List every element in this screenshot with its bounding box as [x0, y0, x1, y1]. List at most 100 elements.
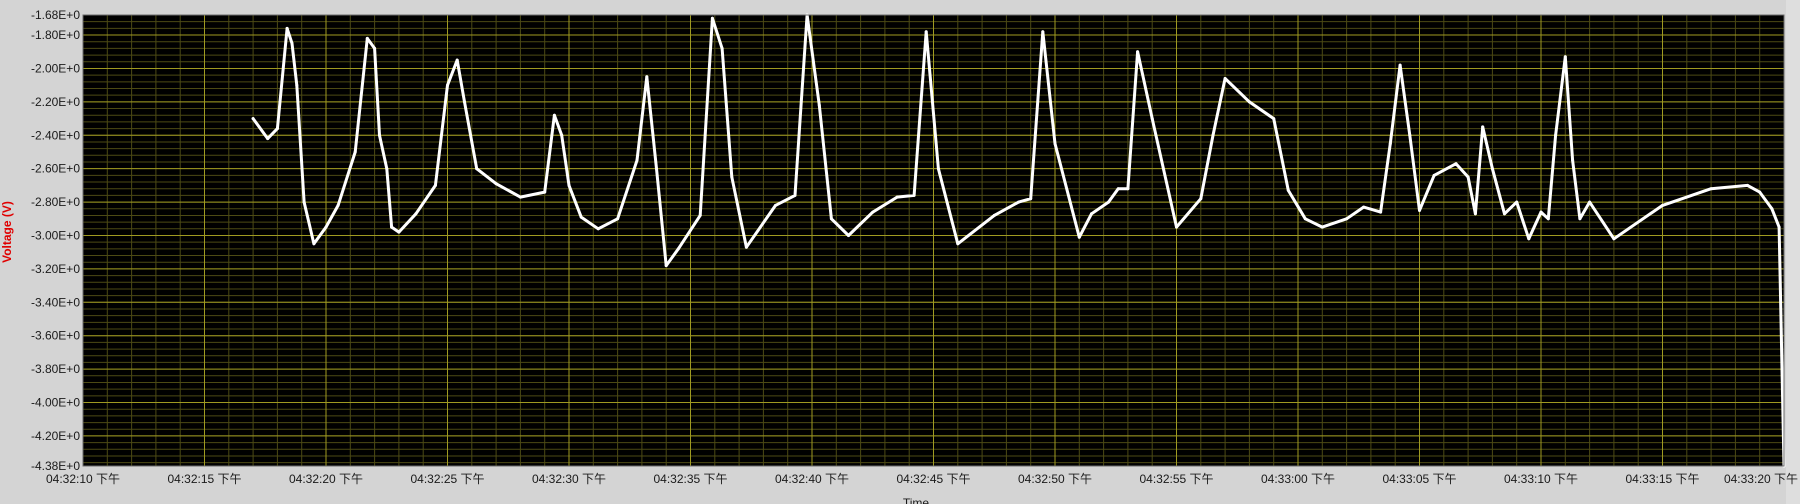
y-tick-label: -2.60E+0 — [31, 162, 80, 176]
x-tick-label: 04:32:35 下午 — [653, 472, 727, 486]
x-tick-label: 04:32:50 下午 — [1018, 472, 1092, 486]
y-tick-label: -3.00E+0 — [31, 228, 80, 242]
voltage-trace-point — [655, 167, 658, 171]
voltage-trace-point — [1077, 235, 1081, 239]
voltage-trace-point — [579, 215, 583, 219]
voltage-trace-point — [912, 193, 916, 197]
x-tick-label: 04:32:55 下午 — [1139, 472, 1213, 486]
voltage-trace-line — [251, 13, 1786, 468]
voltage-trace-point — [324, 225, 328, 229]
voltage-trace-point — [1661, 203, 1664, 207]
voltage-trace-point — [1777, 225, 1781, 229]
voltage-trace-point — [1398, 63, 1402, 67]
voltage-trace-point — [518, 195, 522, 199]
voltage-trace-point — [936, 167, 940, 171]
voltage-trace-point — [414, 212, 418, 216]
x-tick-label: 04:32:45 下午 — [896, 472, 970, 486]
voltage-trace-point — [353, 150, 357, 154]
x-tick-label: 04:33:00 下午 — [1261, 472, 1335, 486]
voltage-trace-point — [829, 217, 833, 221]
y-tick-label: -2.00E+0 — [31, 61, 80, 75]
voltage-trace-point — [1554, 133, 1558, 137]
voltage-trace-point — [397, 230, 401, 234]
voltage-trace-point — [1418, 208, 1421, 212]
y-tick-label: -3.20E+0 — [31, 262, 80, 276]
voltage-trace-point — [385, 167, 389, 171]
voltage-trace-point — [793, 193, 797, 197]
x-tick-label: 04:32:40 下午 — [775, 472, 849, 486]
voltage-trace-point — [645, 75, 649, 79]
x-tick-label: 04:32:25 下午 — [410, 472, 484, 486]
y-tick-label: -2.40E+0 — [31, 128, 80, 142]
voltage-trace-point — [817, 103, 821, 107]
voltage-trace-point — [494, 182, 498, 186]
voltage-trace-point — [1247, 100, 1251, 104]
x-tick-label: 04:32:15 下午 — [167, 472, 241, 486]
y-axis-label: Voltage (V) — [0, 201, 14, 263]
voltage-trace-point — [1571, 158, 1575, 162]
voltage-trace-point — [1709, 187, 1713, 191]
voltage-trace-point — [895, 195, 899, 199]
x-tick-labels: 04:32:10 下午 04:32:15 下午 04:32:20 下午 04:32:2… — [46, 472, 1798, 486]
y-tick-label: -2.80E+0 — [31, 195, 80, 209]
voltage-trace-point — [1362, 205, 1366, 209]
voltage-trace-point — [596, 227, 600, 231]
voltage-trace-point — [720, 46, 724, 50]
voltage-trace-point — [1303, 217, 1307, 221]
voltage-trace-point — [1116, 187, 1120, 191]
voltage-trace-point — [710, 16, 714, 20]
plot-border — [82, 14, 1785, 467]
voltage-trace-point — [285, 26, 289, 30]
voltage-trace-point — [1150, 117, 1154, 121]
voltage-trace-point — [1490, 167, 1494, 171]
voltage-trace-point — [664, 264, 668, 268]
voltage-trace-point — [1199, 197, 1203, 201]
voltage-trace-point — [567, 183, 571, 187]
voltage-trace-point — [1758, 190, 1762, 194]
voltage-trace-point — [992, 213, 996, 217]
voltage-trace-point — [1175, 225, 1178, 229]
voltage-trace-point — [1286, 188, 1290, 192]
voltage-trace-point — [475, 167, 479, 171]
voltage-trace-point — [1546, 217, 1550, 221]
voltage-trace-point — [1503, 212, 1506, 216]
voltage-trace-point — [275, 127, 279, 131]
voltage-trace-point — [1136, 50, 1140, 54]
voltage-trace-point — [1107, 200, 1110, 204]
voltage-trace-point — [1466, 175, 1470, 179]
voltage-trace-point — [1408, 133, 1412, 137]
voltage-trace-point — [560, 133, 564, 137]
right-scrollbar-strip[interactable] — [1786, 0, 1800, 504]
voltage-trace-point — [312, 242, 316, 246]
voltage-trace-point — [1454, 162, 1458, 166]
voltage-trace-point — [676, 247, 680, 251]
voltage-trace-point — [552, 113, 556, 117]
voltage-trace-point — [336, 203, 340, 207]
voltage-trace-point — [956, 242, 960, 246]
x-tick-label: 04:33:05 下午 — [1382, 472, 1456, 486]
voltage-trace-point — [295, 83, 299, 87]
voltage-trace-point — [1053, 142, 1057, 146]
voltage-trace-point — [1211, 133, 1215, 137]
voltage-trace-point — [1126, 187, 1130, 191]
voltage-trace-point — [616, 217, 620, 221]
x-tick-label: 04:33:10 下午 — [1504, 472, 1578, 486]
x-axis-label: Time — [903, 496, 930, 504]
y-tick-label: -3.60E+0 — [31, 329, 80, 343]
voltage-trace-point — [1746, 183, 1749, 187]
voltage-trace-point — [1563, 55, 1567, 59]
voltage-trace-point — [847, 234, 850, 237]
voltage-trace-point — [302, 200, 306, 204]
voltage-trace-point — [1588, 200, 1592, 204]
voltage-trace-point — [455, 58, 459, 62]
voltage-trace-point — [1481, 125, 1485, 129]
x-tick-label: 04:32:10 下午 — [46, 472, 120, 486]
voltage-trace-point — [1612, 237, 1616, 241]
voltage-trace-point — [446, 83, 449, 87]
voltage-trace-point — [1515, 200, 1519, 204]
y-tick-label: -3.80E+0 — [31, 362, 80, 376]
x-tick-label: 04:32:20 下午 — [289, 472, 363, 486]
voltage-trace-point — [744, 245, 748, 249]
voltage-trace-point — [543, 190, 547, 194]
